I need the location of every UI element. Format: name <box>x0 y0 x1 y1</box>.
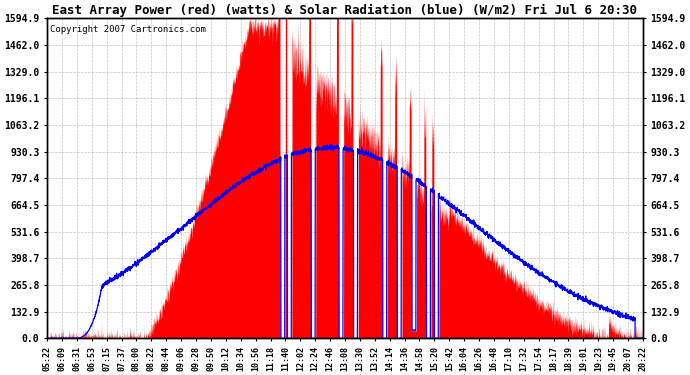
Text: Copyright 2007 Cartronics.com: Copyright 2007 Cartronics.com <box>50 25 206 34</box>
Title: East Array Power (red) (watts) & Solar Radiation (blue) (W/m2) Fri Jul 6 20:30: East Array Power (red) (watts) & Solar R… <box>52 4 638 17</box>
